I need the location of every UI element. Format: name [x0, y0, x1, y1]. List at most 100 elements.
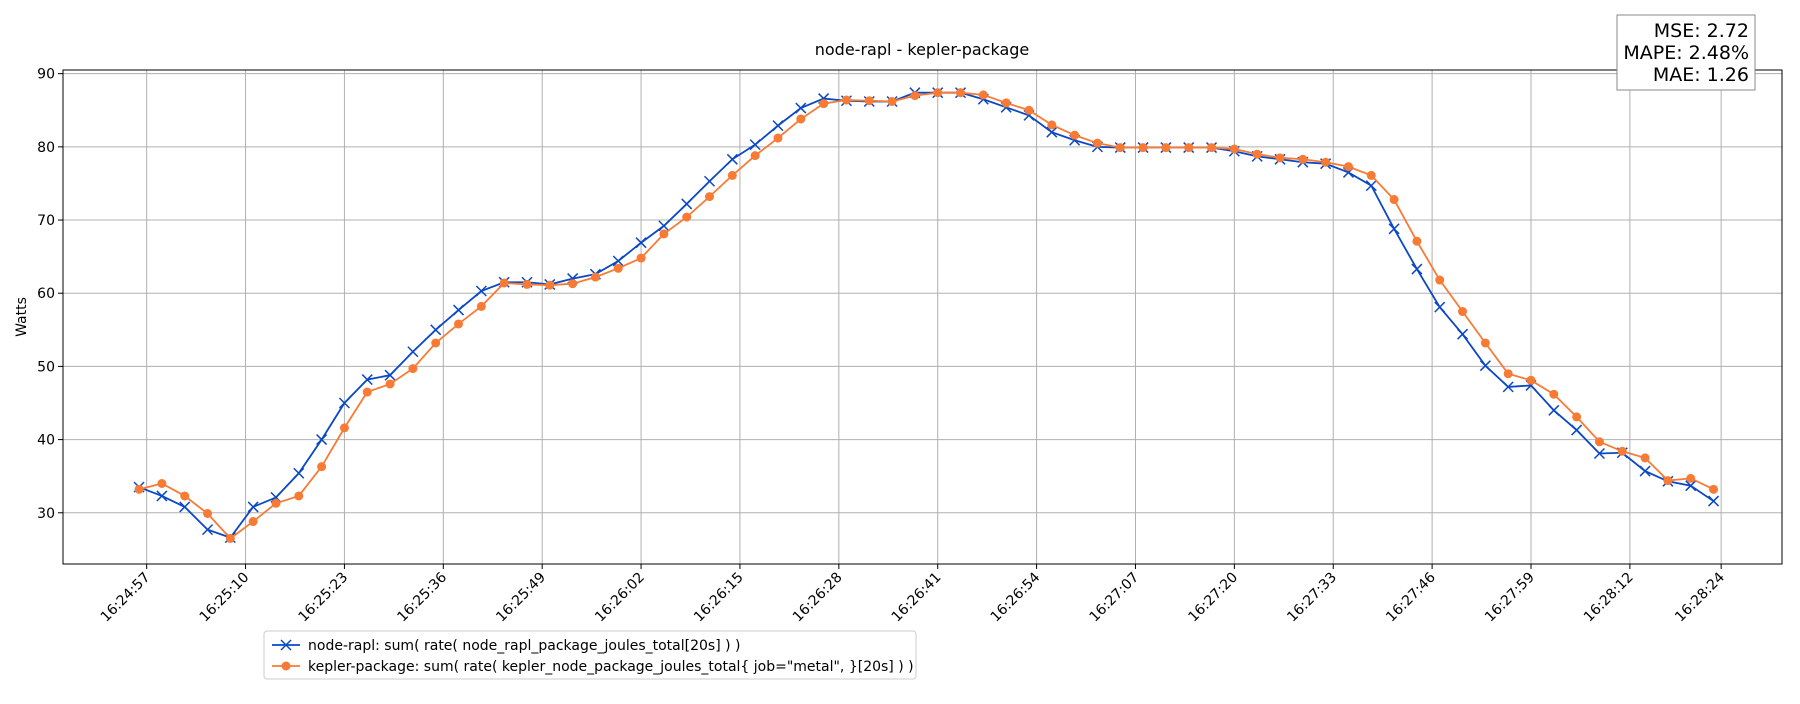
x-marker [681, 198, 693, 210]
circle-marker [1229, 144, 1239, 154]
circle-marker [271, 498, 281, 508]
circle-marker [281, 661, 291, 671]
x-marker [201, 524, 214, 536]
circle-marker [773, 133, 783, 143]
x-marker [1365, 180, 1377, 192]
circle-marker [727, 170, 737, 180]
x-marker [247, 501, 259, 513]
circle-marker [545, 280, 555, 290]
circle-marker [819, 99, 829, 109]
x-marker [795, 102, 807, 114]
circle-marker [1321, 157, 1331, 167]
circle-marker [1572, 412, 1582, 422]
x-marker [338, 397, 350, 409]
circle-marker [956, 88, 966, 98]
circle-marker [1480, 338, 1490, 348]
x-marker [156, 490, 168, 502]
x-marker [1434, 301, 1446, 313]
circle-marker [499, 278, 509, 288]
circle-marker [522, 279, 532, 289]
annotation: MAE: 1.26 [1653, 64, 1749, 86]
circle-marker [248, 517, 258, 527]
legend-label: node-rapl: sum( rate( node_rapl_package_… [308, 638, 740, 654]
circle-marker [636, 253, 646, 263]
circle-marker [1526, 375, 1536, 385]
y-tick-label: 30 [37, 506, 55, 522]
circle-marker [1161, 143, 1171, 153]
x-marker [1502, 381, 1514, 393]
y-tick-label: 80 [37, 140, 55, 156]
x-marker [749, 139, 761, 151]
circle-marker [1549, 389, 1559, 399]
circle-marker [1092, 138, 1102, 148]
series-line [138, 91, 1715, 539]
circle-marker [705, 192, 715, 202]
circle-marker [180, 491, 190, 501]
circle-marker [1070, 130, 1080, 140]
circle-marker [1366, 170, 1376, 180]
x-marker [1479, 360, 1491, 372]
x-marker [316, 434, 328, 446]
circle-marker [1686, 473, 1696, 483]
x-marker [280, 639, 292, 651]
x-marker [452, 304, 465, 316]
circle-marker [910, 91, 920, 101]
x-marker [430, 324, 442, 336]
chart-title: node-rapl - kepler-package [815, 40, 1030, 59]
circle-marker [1275, 153, 1285, 163]
annotation-box [1616, 14, 1756, 91]
x-marker [1571, 424, 1583, 436]
x-marker [658, 220, 670, 232]
y-tick-label: 40 [37, 433, 55, 449]
x-marker [179, 501, 191, 513]
x-marker [407, 346, 419, 358]
circle-marker [294, 491, 304, 501]
circle-marker [841, 95, 851, 105]
annotation: MAPE: 2.48% [1623, 42, 1749, 64]
circle-marker [1435, 275, 1445, 285]
circle-marker [225, 533, 235, 543]
x-marker [293, 467, 305, 479]
x-marker [612, 255, 624, 267]
circle-marker [1640, 453, 1650, 463]
x-marker [1388, 223, 1400, 235]
circle-marker [1594, 437, 1604, 447]
y-tick-label: 90 [37, 67, 55, 83]
circle-marker [1024, 105, 1034, 115]
circle-marker [1663, 476, 1673, 486]
circle-marker [682, 212, 692, 222]
y-tick-label: 60 [37, 286, 55, 302]
circle-marker [864, 96, 874, 106]
circle-marker [1343, 162, 1353, 172]
circle-marker [750, 151, 760, 161]
circle-marker [1458, 307, 1468, 317]
y-tick-label: 70 [37, 213, 55, 229]
circle-marker [339, 423, 349, 433]
x-marker [1708, 495, 1720, 507]
circle-marker [978, 90, 988, 100]
circle-marker [408, 364, 418, 374]
x-marker [475, 285, 487, 297]
circle-marker [1298, 154, 1308, 164]
circle-marker [203, 509, 213, 519]
circle-marker [796, 114, 806, 124]
plot-frame [62, 69, 1783, 565]
circle-marker [454, 319, 464, 329]
x-marker [726, 153, 738, 165]
y-axis-label: Watts [14, 297, 30, 337]
circle-marker [1412, 236, 1422, 246]
x-marker [1457, 328, 1469, 340]
x-marker [1548, 404, 1560, 416]
circle-marker [1252, 149, 1262, 159]
legend-box [263, 630, 917, 680]
circle-marker [157, 478, 167, 488]
x-marker [1639, 465, 1651, 477]
circle-marker [568, 279, 578, 289]
x-marker [1685, 480, 1697, 492]
series-line [138, 91, 1714, 540]
circle-marker [1503, 369, 1513, 379]
circle-marker [362, 387, 372, 397]
